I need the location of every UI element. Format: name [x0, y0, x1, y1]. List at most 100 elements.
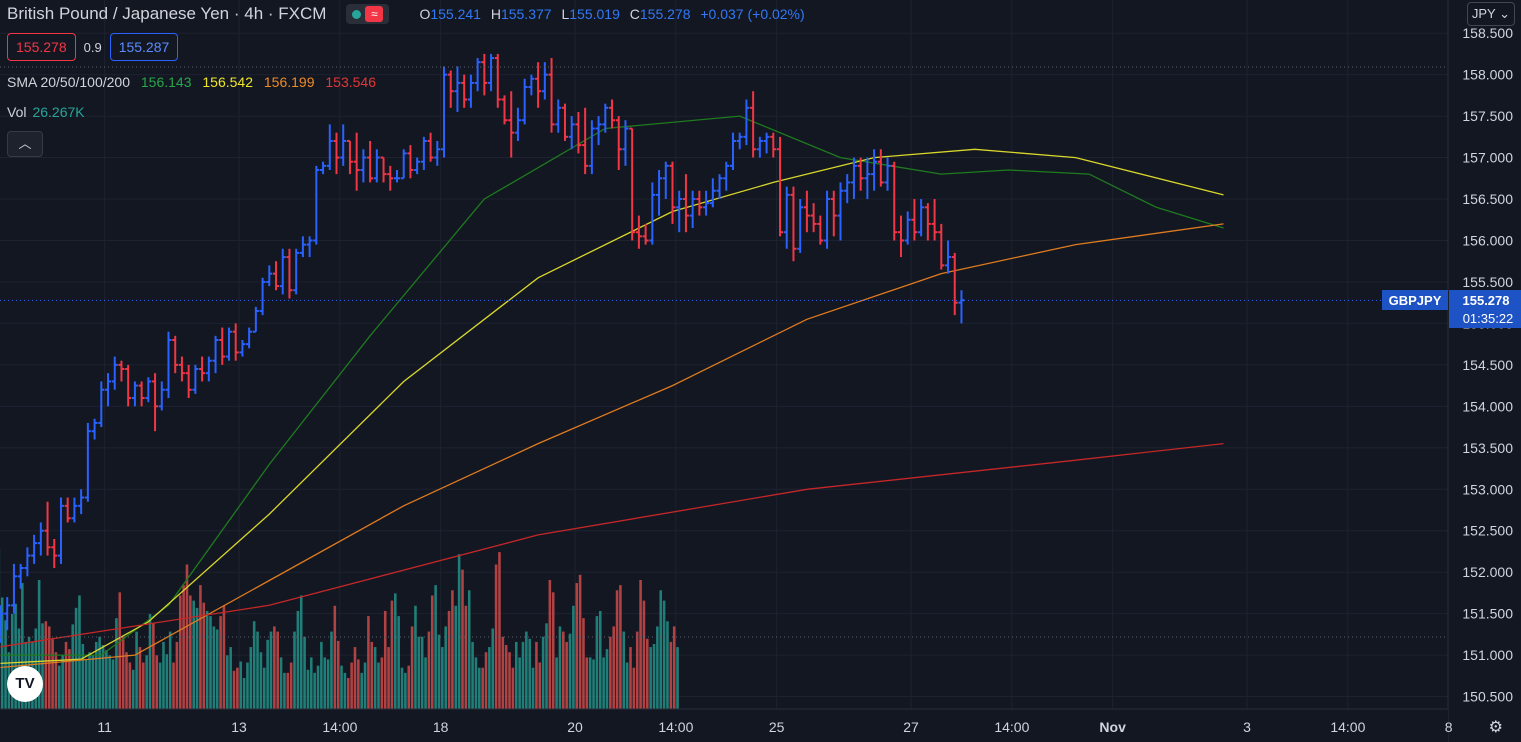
volume-bar: [353, 647, 357, 709]
ohlc-bar: [770, 132, 777, 158]
ohlc-bar: [669, 161, 676, 224]
ohlc-bar: [414, 157, 421, 175]
volume-bar: [377, 662, 380, 709]
volume-legend[interactable]: Vol 26.267K: [7, 104, 85, 120]
volume-bar: [619, 585, 622, 709]
ohlc-bar: [938, 223, 945, 270]
volume-bar: [98, 636, 101, 709]
sma-legend[interactable]: SMA 20/50/100/200 156.143 156.542 156.19…: [7, 74, 383, 90]
price-axis[interactable]: [1448, 0, 1521, 742]
collapse-legend-button[interactable]: ︿: [7, 131, 43, 157]
volume-bar: [226, 655, 229, 709]
buy-button[interactable]: 155.287: [109, 33, 179, 61]
chevron-up-icon: ︿: [18, 136, 32, 151]
ohlc-bar: [582, 107, 589, 175]
ohlc-bar: [528, 74, 535, 96]
volume-bar: [162, 641, 165, 709]
ohlc-bar: [98, 381, 105, 428]
volume-bar: [266, 639, 269, 709]
volume-bar: [145, 655, 148, 709]
ohlc-bar: [145, 377, 152, 403]
change-value: +0.037 (+0.02%): [700, 6, 805, 22]
volume-bar: [582, 618, 585, 709]
volume-bar: [74, 607, 78, 709]
volume-bar: [168, 631, 172, 709]
time-tick-label: 11: [97, 719, 112, 735]
volume-bar: [652, 643, 656, 709]
volume-bar: [394, 593, 397, 709]
time-tick-label: 18: [433, 719, 449, 735]
ohlc-bar: [286, 248, 293, 299]
volume-bar: [461, 569, 464, 709]
ohlc-bar: [904, 211, 911, 245]
ohlc-bar: [340, 124, 347, 166]
volume-bar: [4, 620, 7, 709]
volume-bar: [649, 647, 652, 709]
volume-bar: [138, 647, 142, 709]
volume-bar: [158, 662, 162, 709]
volume-bar: [343, 672, 347, 709]
volume-bar: [152, 623, 155, 709]
volume-bar: [64, 641, 68, 709]
ohlc-bar: [736, 132, 743, 150]
ohlc-bar: [158, 381, 165, 411]
ohlc-bar: [897, 215, 904, 258]
volume-bar: [535, 641, 538, 709]
ohlc-bar: [454, 66, 461, 112]
volume-bar: [299, 595, 303, 709]
symbol-title[interactable]: British Pound / Japanese Yen · 4h · FXCM: [7, 4, 327, 23]
volume-bar: [531, 667, 535, 709]
sma20-line: [0, 115, 1224, 656]
volume-bar: [306, 669, 310, 709]
volume-bar: [333, 605, 337, 709]
market-status-pill[interactable]: ≈: [346, 4, 390, 24]
volume-bar: [286, 672, 290, 709]
volume-bar: [646, 638, 649, 709]
ohlc-values: O155.241 H155.377 L155.019 C155.278 +0.0…: [419, 6, 805, 22]
ohlc-bar: [273, 261, 280, 291]
chevron-down-icon: ⌄: [1499, 6, 1510, 21]
ohlc-bar: [783, 186, 790, 249]
high-value: 155.377: [500, 6, 552, 22]
volume-bar: [424, 657, 427, 709]
ohlc-bar: [0, 605, 4, 643]
volume-bar: [189, 595, 192, 709]
volume-bar: [672, 626, 676, 709]
volume-bar: [545, 623, 548, 709]
ohlc-bar: [172, 335, 179, 374]
ohlc-bar: [817, 215, 824, 245]
volume-bar: [434, 585, 437, 709]
ohlc-bar: [393, 169, 400, 183]
currency-selector[interactable]: JPY ⌄: [1466, 2, 1515, 26]
tradingview-logo[interactable]: TV: [7, 666, 43, 702]
volume-bar: [71, 624, 75, 709]
low-value: 155.019: [569, 6, 620, 22]
volume-bar: [101, 645, 105, 709]
settings-gear-icon[interactable]: ⚙: [1488, 719, 1503, 736]
volume-bar: [289, 662, 293, 709]
volume-bar: [585, 657, 589, 709]
volume-bar: [464, 605, 468, 709]
ohlc-bar: [635, 215, 642, 249]
ohlc-bars: [0, 53, 965, 643]
volume-bar: [501, 636, 505, 709]
volume-bar: [212, 626, 216, 709]
volume-bar: [310, 657, 313, 709]
volume-bar: [629, 647, 632, 709]
ohlc-bar: [467, 74, 474, 108]
time-axis[interactable]: [0, 709, 1448, 742]
ohlc-bar: [192, 364, 199, 394]
ohlc-bar: [803, 190, 810, 233]
volume-bar: [346, 678, 350, 709]
sell-button[interactable]: 155.278: [7, 33, 76, 61]
sma50-line: [0, 148, 1224, 665]
close-value: 155.278: [639, 6, 691, 22]
ohlc-bar: [105, 373, 112, 407]
volume-bar: [51, 638, 54, 709]
volume-bar: [0, 597, 4, 709]
volume-bar: [262, 667, 266, 709]
time-tick-label: 27: [903, 719, 919, 735]
ohlc-bar: [588, 120, 595, 175]
ohlc-bar: [118, 360, 125, 382]
